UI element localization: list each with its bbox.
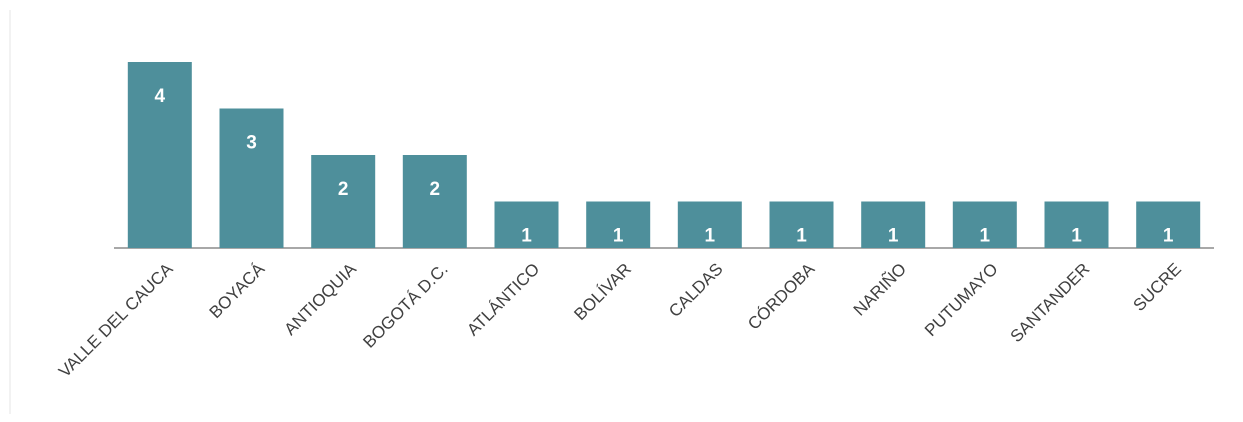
bar-value-label-10: 1	[980, 226, 991, 247]
bar-2	[219, 108, 284, 248]
bar-value-label-7: 1	[705, 226, 716, 247]
bar-value-label-9: 1	[888, 226, 899, 247]
bar-value-label-6: 1	[613, 226, 624, 247]
x-tick-label-9: NARIÑO	[850, 259, 910, 319]
bar-value-label-2: 3	[246, 133, 257, 154]
bar-value-label-11: 1	[1071, 226, 1082, 247]
x-tick-label-5: ATLÁNTICO	[463, 259, 543, 339]
x-tick-label-7: CALDAS	[665, 259, 727, 321]
bar-11	[1044, 201, 1109, 248]
x-tick-label-4: BOGOTÁ D.C.	[359, 259, 451, 351]
bar-8	[769, 201, 834, 248]
value-labels-group: 4 3 2 2 1 1 1 1 1 1 1 1	[155, 86, 1174, 247]
bar-12	[1136, 201, 1201, 248]
x-tick-label-6: BOLÍVAR	[570, 259, 635, 324]
bar-4	[402, 155, 467, 248]
x-tick-label-3: ANTIOQUIA	[280, 259, 360, 339]
bar-7	[677, 201, 742, 248]
x-tick-label-1: VALLE DEL CAUCA	[55, 259, 177, 381]
bar-value-label-12: 1	[1163, 226, 1174, 247]
bar-value-label-3: 2	[338, 179, 349, 200]
bar-value-label-5: 1	[521, 226, 532, 247]
bar-9	[861, 201, 926, 248]
x-tick-label-8: CÓRDOBA	[744, 259, 819, 334]
bar-6	[586, 201, 651, 248]
bar-5	[494, 201, 559, 248]
x-tick-labels-group: VALLE DEL CAUCA BOYACÁ ANTIOQUIA BOGOTÁ D.C…	[55, 259, 1185, 381]
x-tick-label-10: PUTUMAYO	[921, 259, 1002, 340]
bar-1	[127, 62, 192, 248]
bars-group	[127, 62, 1201, 248]
x-tick-label-12: SUCRE	[1130, 259, 1186, 315]
bar-3	[311, 155, 376, 248]
bar-value-label-8: 1	[796, 226, 807, 247]
bar-10	[952, 201, 1017, 248]
bar-value-label-4: 2	[430, 179, 441, 200]
x-tick-label-2: BOYACÁ	[206, 259, 269, 322]
bar-value-label-1: 4	[155, 86, 166, 107]
x-tick-label-11: SANTANDER	[1007, 259, 1094, 346]
